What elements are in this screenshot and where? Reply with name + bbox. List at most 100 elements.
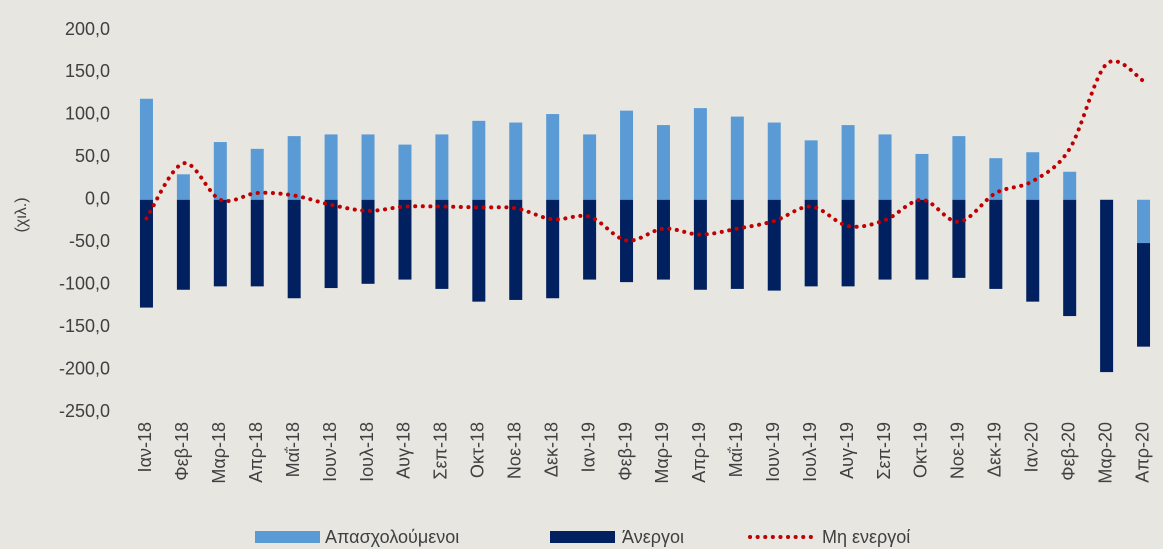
y-tick-label: 50,0 — [75, 146, 110, 166]
y-tick-label: 150,0 — [65, 61, 110, 81]
x-tick-label: Ιαν-20 — [1022, 422, 1042, 472]
bar — [730, 199, 744, 289]
x-tick-label: Δεκ-19 — [985, 422, 1005, 477]
x-tick-label: Μαΐ-19 — [726, 422, 746, 477]
bar — [1137, 243, 1151, 347]
bar — [915, 153, 929, 200]
x-tick-label: Δεκ-18 — [541, 422, 561, 477]
bar — [250, 199, 264, 287]
bar — [1063, 199, 1077, 317]
bar — [509, 122, 523, 200]
bar — [509, 199, 523, 300]
bar — [435, 199, 449, 289]
x-tick-label: Νοε-18 — [505, 422, 525, 479]
bar — [989, 199, 1003, 289]
bar — [620, 110, 634, 200]
x-tick-label: Φεβ-19 — [615, 422, 635, 481]
x-tick-label: Απρ-18 — [246, 422, 266, 483]
bar — [361, 199, 375, 284]
x-tick-label: Ιουν-19 — [763, 422, 783, 482]
bar — [841, 125, 855, 200]
bar — [472, 120, 486, 200]
x-tick-label: Φεβ-18 — [172, 422, 192, 481]
bar — [656, 125, 670, 200]
x-tick-label: Οκτ-18 — [468, 422, 488, 478]
x-tick-label: Νοε-19 — [948, 422, 968, 479]
bar — [287, 199, 301, 299]
bar — [767, 199, 781, 291]
y-tick-label: -50,0 — [69, 231, 110, 251]
bar — [952, 199, 966, 278]
bar — [878, 134, 892, 200]
x-tick-label: Απρ-20 — [1132, 422, 1152, 483]
x-tick-label: Μαρ-19 — [652, 422, 672, 484]
y-tick-label: -200,0 — [59, 358, 110, 378]
bar — [915, 199, 929, 280]
y-tick-label: 0,0 — [85, 189, 110, 209]
x-tick-label: Μαΐ-18 — [283, 422, 303, 477]
x-tick-label: Ιαν-19 — [578, 422, 598, 472]
bar — [804, 199, 818, 287]
legend-label: Άνεργοι — [622, 527, 684, 547]
bar — [693, 108, 707, 200]
x-tick-label: Φεβ-20 — [1058, 422, 1078, 481]
bar — [324, 199, 338, 289]
legend-label: Απασχολούμενοι — [325, 527, 459, 547]
y-tick-label: -150,0 — [59, 316, 110, 336]
bar — [1063, 171, 1077, 200]
y-tick-label: 200,0 — [65, 19, 110, 39]
bar — [324, 134, 338, 200]
bar — [989, 158, 1003, 200]
x-tick-label: Σεπ-19 — [874, 422, 894, 480]
legend-swatch — [550, 531, 615, 543]
bar — [139, 98, 153, 200]
x-tick-label: Ιουλ-19 — [800, 422, 820, 482]
x-tick-label: Σεπ-18 — [431, 422, 451, 480]
bar — [398, 199, 412, 280]
bar — [583, 134, 597, 200]
bar — [472, 199, 486, 302]
bar — [693, 199, 707, 290]
bar — [398, 144, 412, 200]
bar — [435, 134, 449, 200]
x-tick-label: Αυγ-18 — [394, 422, 414, 479]
x-tick-label: Ιουλ-18 — [357, 422, 377, 482]
bar — [176, 199, 190, 290]
x-tick-label: Μαρ-20 — [1095, 422, 1115, 484]
line — [144, 59, 1146, 243]
bar — [139, 199, 153, 308]
y-axis-label: (χιλ.) — [13, 197, 30, 232]
x-tick-label: Ιαν-18 — [135, 422, 155, 472]
bar — [1137, 199, 1151, 244]
bar — [213, 142, 227, 200]
bar — [361, 134, 375, 200]
legend-swatch — [255, 531, 320, 543]
bar — [1026, 199, 1040, 302]
x-tick-label: Ιουν-18 — [320, 422, 340, 482]
y-tick-label: -100,0 — [59, 273, 110, 293]
bar — [213, 199, 227, 287]
bar — [878, 199, 892, 280]
legend-label: Μη ενεργοί — [822, 527, 910, 547]
bar — [767, 122, 781, 200]
bar — [841, 199, 855, 287]
x-tick-label: Οκτ-19 — [911, 422, 931, 478]
bar — [730, 116, 744, 200]
x-tick-label: Αυγ-19 — [837, 422, 857, 479]
bar — [804, 140, 818, 200]
bar — [583, 199, 597, 280]
bar — [546, 199, 560, 299]
bar — [250, 148, 264, 200]
y-tick-label: -250,0 — [59, 401, 110, 421]
bar — [287, 136, 301, 200]
bar — [176, 174, 190, 200]
x-tick-label: Μαρ-18 — [209, 422, 229, 484]
bar — [1100, 199, 1114, 373]
bar — [546, 114, 560, 200]
bar — [952, 136, 966, 200]
y-tick-label: 100,0 — [65, 104, 110, 124]
bar — [1026, 152, 1040, 200]
x-tick-label: Απρ-19 — [689, 422, 709, 483]
